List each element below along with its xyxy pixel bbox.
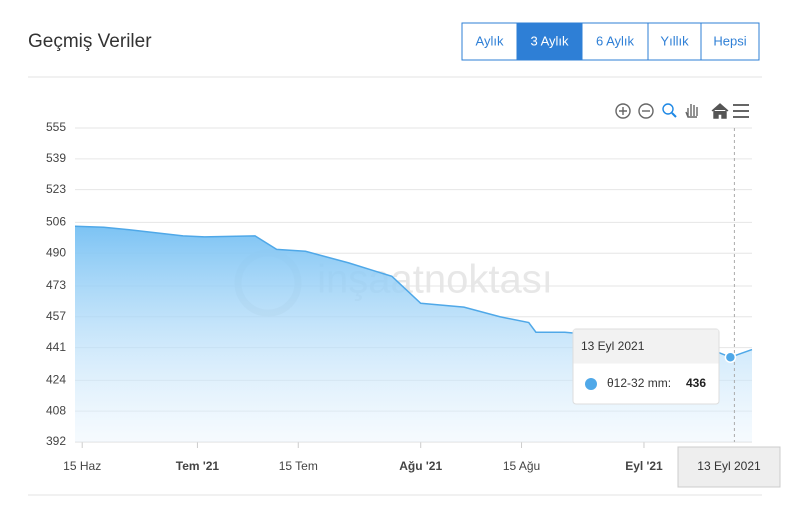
crosshair-label: 13 Eyl 2021: [697, 459, 761, 473]
range-button[interactable]: [581, 22, 649, 61]
zoom-in-icon[interactable]: [615, 103, 631, 119]
y-tick-label: 506: [46, 215, 66, 229]
range-buttons: Aylık 3 Aylık 6 Aylık Yıllık Hepsi: [461, 22, 760, 61]
tooltip-title: 13 Eyl 2021: [581, 339, 645, 353]
x-tick-label: Tem '21: [176, 459, 220, 473]
y-tick-label: 490: [46, 245, 66, 259]
y-tick-label: 392: [46, 434, 66, 448]
pan-icon[interactable]: [685, 104, 698, 118]
x-tick-label: 15 Haz: [63, 459, 101, 473]
range-button[interactable]: [516, 22, 583, 61]
toolbar: [615, 103, 749, 119]
range-button[interactable]: [700, 22, 760, 61]
x-tick-label: Eyl '21: [625, 459, 663, 473]
zoom-out-icon[interactable]: [638, 103, 654, 119]
tooltip-marker: [585, 378, 597, 390]
range-button[interactable]: [647, 22, 702, 61]
tooltip-series-name: θ12-32 mm:: [607, 376, 671, 390]
crosshair-label-box: [677, 446, 781, 488]
y-tick-label: 441: [46, 340, 66, 354]
y-tick-label: 457: [46, 309, 66, 323]
plot-area: inşaatnoktası392408424441457473490506523…: [46, 120, 781, 488]
zoom-in-plus: [619, 107, 627, 115]
y-tick-label: 555: [46, 120, 66, 134]
x-tick-label: 15 Tem: [279, 459, 318, 473]
range-button-label[interactable]: 6 Aylık: [596, 33, 635, 48]
zoom-select-handle: [671, 112, 677, 118]
zoom-select-icon[interactable]: [662, 103, 674, 115]
y-tick-label: 539: [46, 151, 66, 165]
tooltip-value: 436: [686, 376, 706, 390]
range-button-label[interactable]: 3 Aylık: [530, 33, 569, 48]
card-title: Geçmiş Veriler: [28, 31, 152, 52]
y-tick-label: 408: [46, 403, 66, 417]
tooltip: 13 Eyl 2021 θ12-32 mm: 436: [572, 328, 720, 405]
x-tick-label: 15 Ağu: [503, 459, 540, 473]
x-tick-label: Ağu '21: [399, 459, 442, 473]
y-tick-label: 523: [46, 182, 66, 196]
hover-point: [724, 351, 737, 363]
range-button-label[interactable]: Aylık: [476, 33, 504, 48]
y-tick-label: 424: [46, 373, 66, 387]
range-button-label[interactable]: Hepsi: [713, 33, 746, 48]
tooltip-header: [573, 329, 719, 364]
y-tick-label: 473: [46, 278, 66, 292]
home-icon[interactable]: [711, 103, 729, 119]
range-button-label[interactable]: Yıllık: [660, 33, 689, 48]
menu-icon[interactable]: [733, 104, 749, 118]
